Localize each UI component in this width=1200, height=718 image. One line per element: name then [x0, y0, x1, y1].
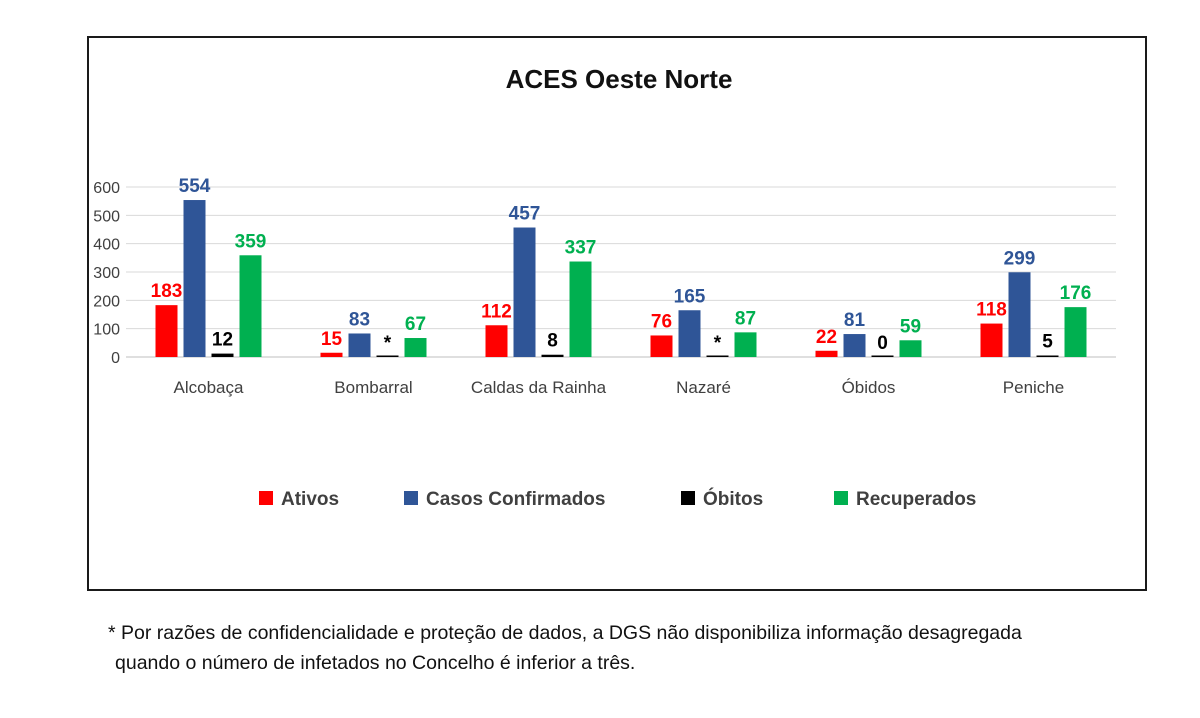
data-label: 76	[651, 311, 672, 332]
data-label: 87	[735, 308, 756, 329]
data-label: 12	[212, 330, 233, 351]
bar-casos-confirmados	[678, 310, 701, 357]
legend-swatch	[259, 491, 273, 505]
data-label: 15	[321, 329, 343, 350]
chart-frame: ACES Oeste Norte 0 100 200 300 400 500 600 183 55…	[87, 36, 1147, 591]
bar-recuperados	[1064, 307, 1087, 357]
bar--bitos	[211, 353, 234, 357]
footnote-line-1: * Por razões de confidencialidade e prot…	[108, 622, 1022, 644]
bar-casos-confirmados	[348, 333, 371, 357]
y-tick-label: 200	[93, 293, 120, 310]
x-tick-label: Caldas da Rainha	[471, 378, 607, 397]
x-tick-label: Bombarral	[334, 378, 412, 397]
data-label: 554	[179, 176, 211, 197]
bar--bitos	[871, 355, 894, 357]
bar-recuperados	[734, 332, 757, 357]
data-label: 176	[1060, 283, 1092, 304]
bar-ativos	[815, 350, 838, 357]
footnote: * Por razões de confidencialidade e prot…	[108, 618, 1178, 678]
bar--bitos	[376, 355, 399, 357]
data-label: *	[384, 333, 392, 354]
bar-ativos	[320, 352, 343, 357]
legend-swatch	[404, 491, 418, 505]
bar--bitos	[706, 355, 729, 357]
data-label: 299	[1004, 248, 1036, 269]
legend-label: Ativos	[281, 489, 339, 510]
data-label: 22	[816, 327, 837, 348]
y-tick-label: 100	[93, 322, 120, 339]
x-tick-label: Alcobaça	[174, 378, 244, 397]
bar-recuperados	[899, 340, 922, 357]
bar-ativos	[980, 323, 1003, 357]
bar-recuperados	[404, 338, 427, 357]
data-label: 5	[1042, 332, 1053, 353]
x-tick-label: Peniche	[1003, 378, 1064, 397]
bar-ativos	[650, 335, 673, 357]
bar-ativos	[155, 305, 178, 357]
y-tick-label: 400	[93, 237, 120, 254]
data-label: 83	[349, 309, 370, 330]
bar-casos-confirmados	[1008, 272, 1031, 357]
x-tick-label: Óbidos	[842, 378, 896, 397]
y-tick-label: 500	[93, 208, 120, 225]
legend-label: Casos Confirmados	[426, 489, 605, 510]
data-label: 359	[235, 231, 267, 252]
bar-casos-confirmados	[183, 200, 206, 357]
bar-ativos	[485, 325, 508, 357]
legend-label: Recuperados	[856, 489, 976, 510]
bar-recuperados	[239, 255, 262, 357]
data-label: *	[714, 333, 722, 354]
data-label: 81	[844, 310, 866, 331]
legend-label: Óbitos	[703, 488, 763, 510]
bar-casos-confirmados	[843, 334, 866, 357]
y-tick-label: 600	[93, 180, 120, 197]
bar-recuperados	[569, 261, 592, 357]
chart-title: ACES Oeste Norte	[506, 64, 733, 94]
data-label: 112	[481, 301, 512, 322]
bar-casos-confirmados	[513, 227, 536, 357]
bar--bitos	[1036, 355, 1059, 357]
data-label: 0	[877, 333, 888, 354]
bar--bitos	[541, 354, 564, 357]
data-label: 457	[509, 204, 541, 225]
data-label: 337	[565, 238, 597, 259]
data-label: 183	[151, 281, 183, 302]
legend-swatch	[834, 491, 848, 505]
data-label: 118	[976, 300, 1007, 321]
footnote-line-2: quando o número de infetados no Concelho…	[115, 652, 636, 674]
legend-swatch	[681, 491, 695, 505]
data-label: 8	[547, 331, 558, 352]
y-tick-label: 300	[93, 265, 120, 282]
x-tick-label: Nazaré	[676, 378, 731, 397]
data-label: 59	[900, 316, 921, 337]
data-label: 165	[674, 286, 706, 307]
data-label: 67	[405, 314, 426, 335]
y-tick-label: 0	[111, 350, 120, 367]
bar-chart: ACES Oeste Norte010020030040050060018355…	[93, 64, 1116, 510]
